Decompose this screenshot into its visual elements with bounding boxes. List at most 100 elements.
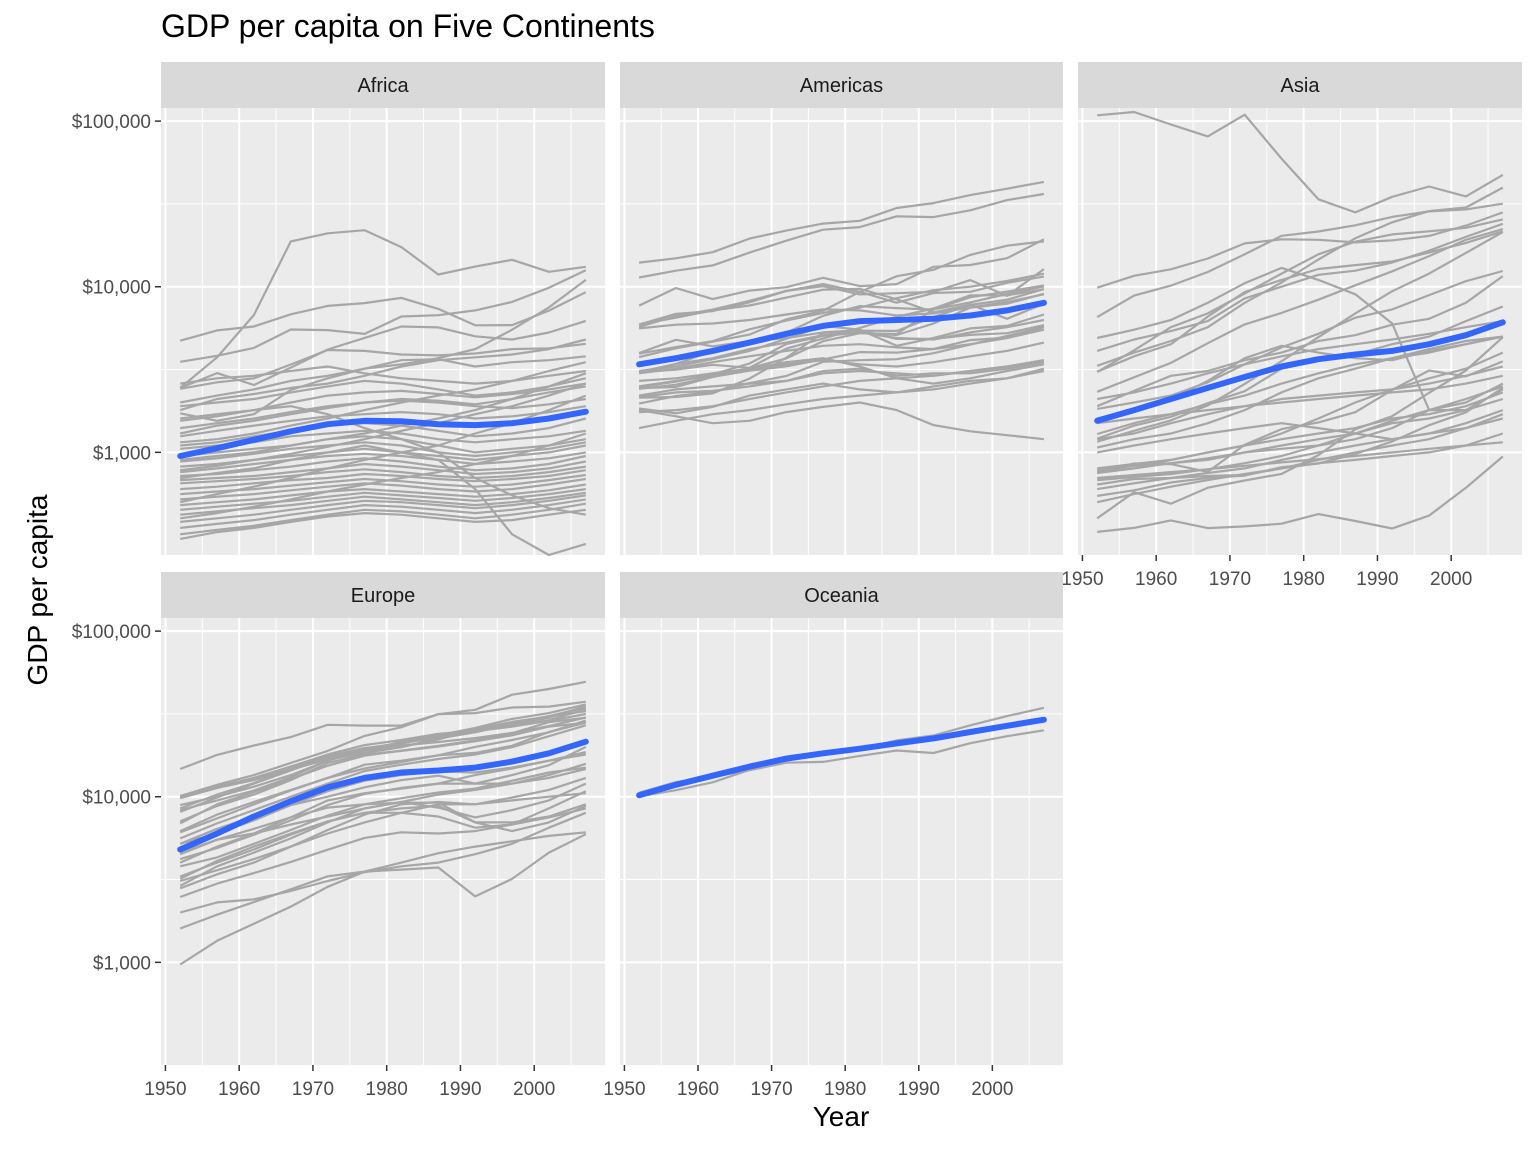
x-tick-label: 1990: [898, 1079, 940, 1100]
country-line: [1096, 417, 1504, 454]
country-line: [179, 790, 587, 878]
x-tick-label: 1990: [1356, 569, 1398, 590]
country-line: [179, 291, 587, 342]
x-tick-label: 1980: [366, 1079, 408, 1100]
x-tick-label: 1950: [144, 1079, 186, 1100]
country-line: [180, 435, 586, 458]
x-tick-label: 1950: [1061, 569, 1103, 590]
facet-label-americas: Americas: [800, 75, 883, 97]
country-line: [638, 192, 1045, 279]
country-line: [1097, 320, 1503, 401]
country-line: [1097, 374, 1504, 425]
facet-strip-americas: [620, 62, 1063, 108]
facet-strip-africa: [161, 62, 605, 108]
country-line: [179, 719, 587, 833]
country-line: [179, 706, 587, 800]
country-line: [1096, 335, 1503, 449]
y-tick-label: $1,000: [93, 443, 151, 464]
panel-oceania: [620, 618, 1063, 1065]
country-line: [638, 328, 1045, 375]
country-line: [1096, 432, 1504, 504]
country-line: [180, 454, 587, 478]
country-line: [638, 313, 1045, 373]
country-line: [180, 405, 586, 516]
country-line: [1097, 391, 1504, 470]
country-line: [180, 269, 587, 363]
country-line: [638, 401, 1045, 441]
x-tick-label: 2000: [513, 1079, 555, 1100]
country-line: [180, 361, 587, 444]
country-line: [638, 293, 1045, 330]
country-line: [180, 502, 586, 536]
country-line: [1097, 455, 1504, 533]
country-line: [179, 724, 587, 840]
country-line: [180, 460, 587, 482]
country-line: [1097, 269, 1504, 410]
trend-line-americas: [636, 299, 1047, 368]
facet-label-europe: Europe: [351, 585, 416, 607]
country-line: [1096, 227, 1504, 393]
trend-line-europe: [177, 738, 589, 853]
x-tick-label: 1970: [750, 1079, 792, 1100]
country-line: [179, 804, 587, 880]
country-line: [179, 833, 587, 930]
country-line: [180, 441, 586, 463]
country-line: [180, 451, 586, 474]
x-tick-label: 1990: [439, 1079, 481, 1100]
x-tick-label: 1980: [824, 1079, 866, 1100]
country-line: [179, 807, 587, 899]
x-tick-label: 1960: [218, 1079, 260, 1100]
country-line: [1096, 275, 1504, 408]
country-line: [1097, 110, 1504, 214]
facet-label-asia: Asia: [1281, 75, 1321, 97]
country-line: [179, 811, 587, 914]
y-tick-label: $100,000: [72, 112, 151, 133]
country-line: [638, 318, 1045, 374]
country-line: [1096, 186, 1504, 367]
facet-label-africa: Africa: [357, 75, 409, 97]
country-line: [180, 432, 587, 520]
country-line: [179, 279, 587, 404]
x-tick-label: 1960: [677, 1079, 719, 1100]
country-line: [180, 508, 586, 540]
trend-line-oceania: [636, 716, 1047, 799]
x-tick-label: 1970: [292, 1079, 334, 1100]
country-line: [180, 473, 586, 496]
country-line: [1096, 218, 1504, 374]
facet-strip-asia: [1078, 62, 1522, 108]
country-line: [1096, 222, 1504, 352]
x-tick-label: 1980: [1283, 569, 1325, 590]
country-line: [180, 397, 586, 430]
country-line: [179, 680, 587, 798]
x-tick-label: 1960: [1135, 569, 1177, 590]
country-line: [638, 326, 1045, 390]
country-line: [638, 367, 1045, 415]
country-line: [179, 355, 586, 422]
country-line: [180, 477, 586, 501]
country-line: [179, 776, 587, 883]
country-line: [179, 792, 586, 890]
country-line: [180, 494, 586, 523]
country-line: [179, 782, 587, 856]
country-line: [638, 324, 1045, 355]
trend-line-africa: [177, 408, 589, 459]
country-line: [179, 721, 587, 834]
country-line: [1097, 382, 1504, 473]
country-line: [1096, 266, 1504, 412]
x-axis-title: Year: [812, 1101, 870, 1132]
y-tick-label: $100,000: [72, 622, 151, 643]
country-line: [180, 382, 587, 472]
x-tick-label: 2000: [1430, 569, 1472, 590]
country-line: [180, 342, 586, 390]
x-tick-label: 1950: [603, 1079, 645, 1100]
country-line: [180, 444, 587, 557]
trend-line-asia: [1094, 319, 1506, 424]
country-line: [180, 498, 586, 529]
country-line: [179, 319, 587, 389]
country-line: [180, 469, 586, 491]
x-tick-label: 2000: [971, 1079, 1013, 1100]
y-axis-title: GDP per capita: [22, 494, 53, 686]
country-line: [639, 359, 1045, 414]
